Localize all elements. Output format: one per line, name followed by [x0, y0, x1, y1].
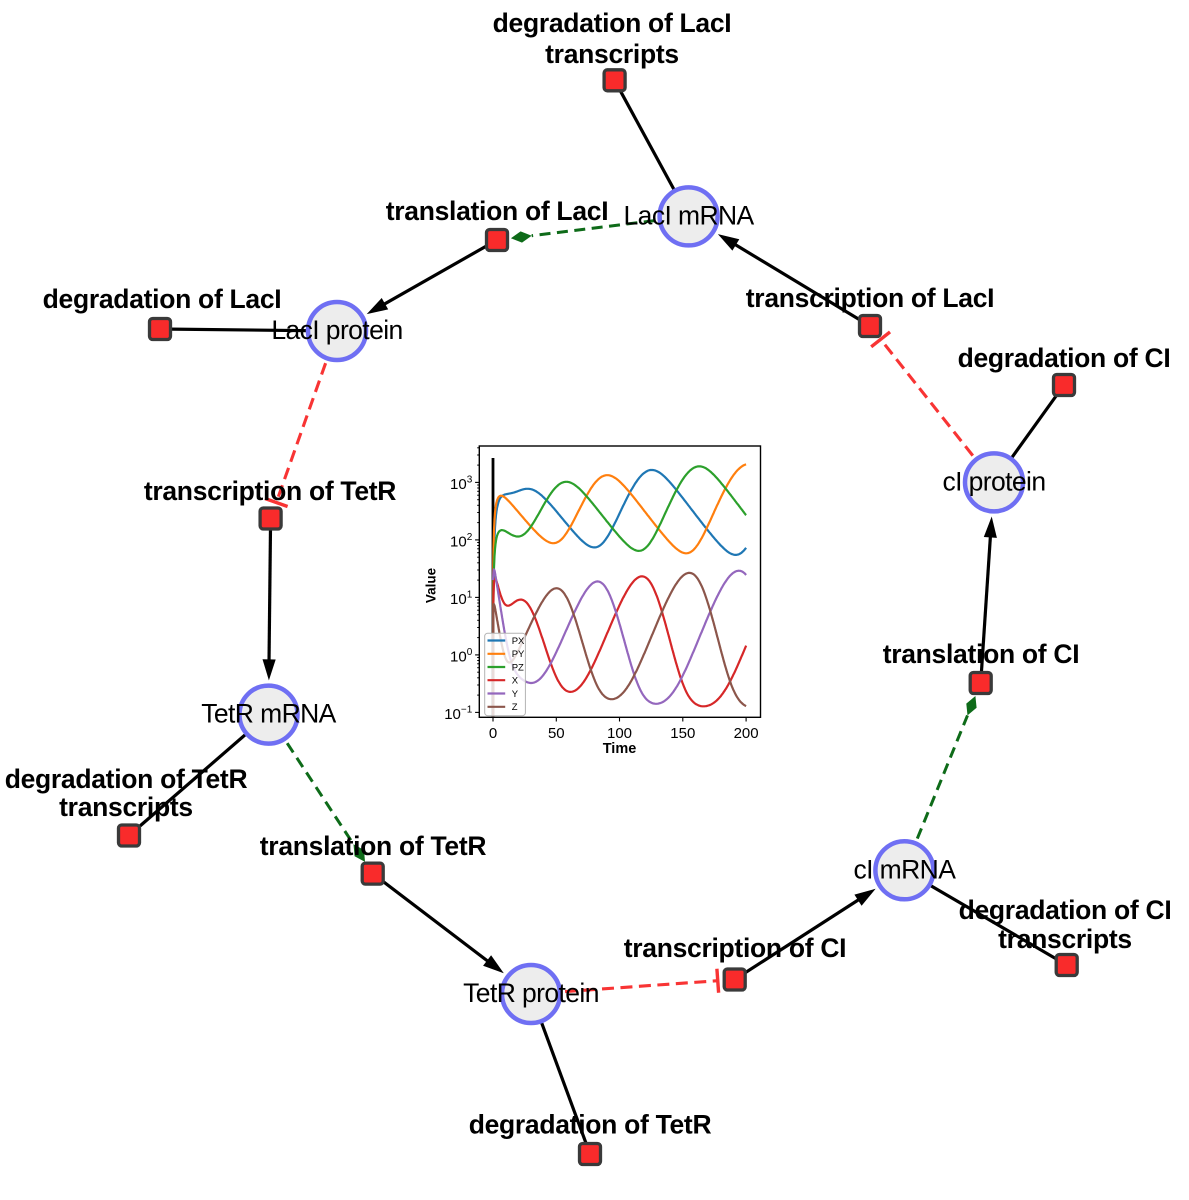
svg-text:PY: PY	[512, 649, 525, 660]
svg-text:50: 50	[548, 725, 565, 742]
svg-text:transcription of LacI: transcription of LacI	[746, 283, 994, 313]
svg-text:degradation of CI: degradation of CI	[959, 895, 1172, 925]
svg-text:degradation of CI: degradation of CI	[958, 343, 1171, 373]
svg-text:cI mRNA: cI mRNA	[853, 854, 956, 884]
svg-text:LacI mRNA: LacI mRNA	[624, 200, 755, 230]
svg-text:200: 200	[734, 725, 759, 742]
svg-text:degradation of LacI: degradation of LacI	[493, 8, 732, 38]
svg-text:degradation of LacI: degradation of LacI	[43, 284, 282, 314]
svg-text:Time: Time	[603, 741, 637, 757]
svg-text:Z: Z	[512, 702, 518, 713]
svg-text:transcripts: transcripts	[59, 792, 193, 822]
svg-text:PX: PX	[512, 636, 525, 647]
svg-text:degradation of TetR: degradation of TetR	[5, 764, 248, 794]
svg-text:X: X	[512, 676, 519, 687]
svg-text:transcripts: transcripts	[545, 39, 679, 69]
svg-text:cI protein: cI protein	[942, 466, 1045, 496]
svg-text:Value: Value	[424, 567, 439, 603]
svg-text:transcription of CI: transcription of CI	[624, 933, 847, 963]
svg-text:TetR mRNA: TetR mRNA	[201, 699, 336, 729]
svg-text:translation of TetR: translation of TetR	[260, 831, 487, 861]
svg-text:PZ: PZ	[512, 662, 524, 673]
svg-text:LacI protein: LacI protein	[271, 315, 402, 345]
svg-text:transcripts: transcripts	[998, 924, 1132, 954]
svg-text:translation of LacI: translation of LacI	[386, 196, 609, 226]
svg-text:translation of CI: translation of CI	[883, 639, 1080, 669]
svg-text:0: 0	[489, 725, 497, 742]
svg-text:Y: Y	[512, 689, 519, 700]
svg-text:TetR protein: TetR protein	[463, 978, 599, 1008]
svg-text:150: 150	[670, 725, 695, 742]
svg-text:100: 100	[607, 725, 632, 742]
svg-text:degradation of TetR: degradation of TetR	[469, 1110, 712, 1140]
svg-text:transcription of TetR: transcription of TetR	[144, 476, 396, 506]
